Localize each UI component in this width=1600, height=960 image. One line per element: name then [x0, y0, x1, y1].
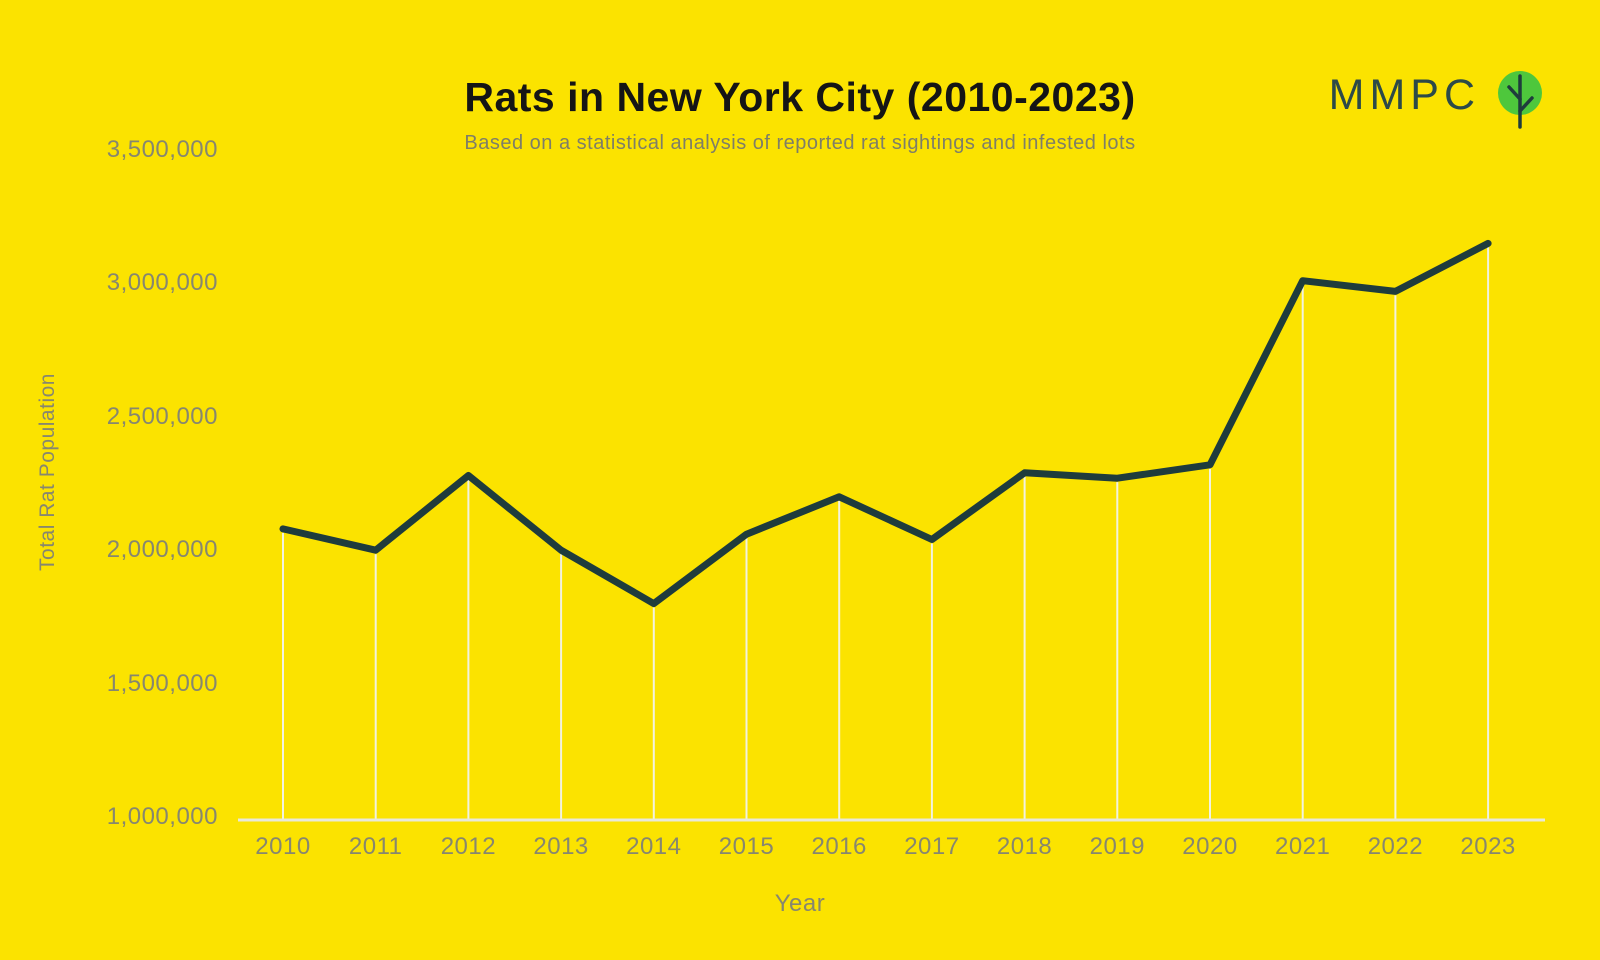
gridlines [282, 247, 1490, 819]
y-tick-label: 2,500,000 [106, 402, 218, 430]
chart-subtitle: Based on a statistical analysis of repor… [464, 132, 1136, 154]
x-tick-label: 2020 [1182, 833, 1238, 860]
x-tick-label: 2015 [718, 833, 775, 860]
x-tick-label: 2012 [440, 833, 497, 860]
mmpc-logo: MMPC [1328, 71, 1544, 132]
x-tick-label: 2019 [1089, 833, 1145, 860]
y-tick-label: 1,000,000 [106, 803, 218, 830]
y-tick-label: 1,500,000 [106, 669, 218, 697]
x-axis-title: Year [774, 890, 826, 917]
mmpc-logo-text: MMPC [1328, 71, 1480, 119]
y-tick-label: 3,500,000 [106, 136, 218, 163]
x-tick-label: 2021 [1274, 833, 1331, 860]
x-tick-label: 2016 [811, 833, 867, 860]
x-tick-label: 2018 [996, 833, 1053, 860]
chart-title: Rats in New York City (2010-2023) [464, 74, 1136, 120]
tree-in-circle-icon [1498, 71, 1542, 129]
y-tick-label: 2,000,000 [106, 536, 218, 564]
x-tick-label: 2017 [904, 833, 960, 860]
x-tick-label: 2022 [1367, 833, 1424, 860]
x-tick-label: 2014 [626, 833, 682, 860]
x-tick-label: 2023 [1460, 833, 1516, 860]
rat-population-series-line [279, 239, 1492, 608]
x-tick-label: 2010 [255, 833, 311, 860]
y-tick-label: 3,000,000 [106, 269, 218, 297]
x-tick-label: 2011 [348, 833, 403, 860]
x-tick-label: 2013 [533, 833, 589, 860]
